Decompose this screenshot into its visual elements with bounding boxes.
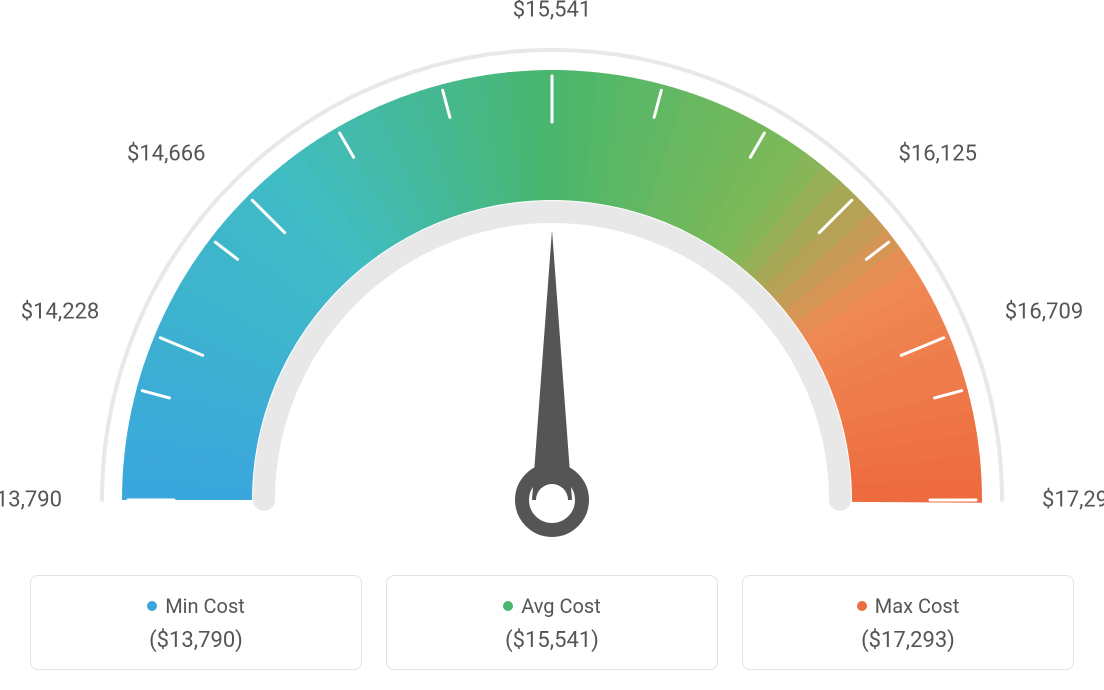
gauge-tick-label: $17,293 <box>1042 488 1104 513</box>
legend-card-max: Max Cost ($17,293) <box>742 575 1074 670</box>
legend-value-max: ($17,293) <box>763 628 1053 653</box>
legend-title-text: Min Cost <box>165 594 245 618</box>
cost-gauge-widget: $13,790 $14,228 $14,666 $15,541 $16,125 $16,7… <box>0 0 1104 690</box>
dot-icon <box>503 601 513 611</box>
legend-title-max: Max Cost <box>763 594 1053 618</box>
gauge-tick-label: $13,790 <box>0 488 62 513</box>
gauge-tick-label: $14,228 <box>21 300 100 325</box>
legend-value-min: ($13,790) <box>51 628 341 653</box>
legend-title-min: Min Cost <box>51 594 341 618</box>
legend-row: Min Cost ($13,790) Avg Cost ($15,541) Ma… <box>0 575 1104 670</box>
gauge-tick-label: $14,666 <box>127 141 206 166</box>
gauge-tick-label: $15,541 <box>513 0 592 23</box>
legend-card-min: Min Cost ($13,790) <box>30 575 362 670</box>
dot-icon <box>857 601 867 611</box>
legend-value-avg: ($15,541) <box>407 628 697 653</box>
dot-icon <box>147 601 157 611</box>
gauge-area: $13,790 $14,228 $14,666 $15,541 $16,125 $16,7… <box>0 0 1104 560</box>
gauge-tick-label: $16,125 <box>898 141 977 166</box>
legend-card-avg: Avg Cost ($15,541) <box>386 575 718 670</box>
legend-title-avg: Avg Cost <box>407 594 697 618</box>
legend-title-text: Max Cost <box>875 594 960 618</box>
legend-title-text: Avg Cost <box>521 594 601 618</box>
gauge-svg <box>0 0 1104 560</box>
gauge-tick-label: $16,709 <box>1005 300 1084 325</box>
